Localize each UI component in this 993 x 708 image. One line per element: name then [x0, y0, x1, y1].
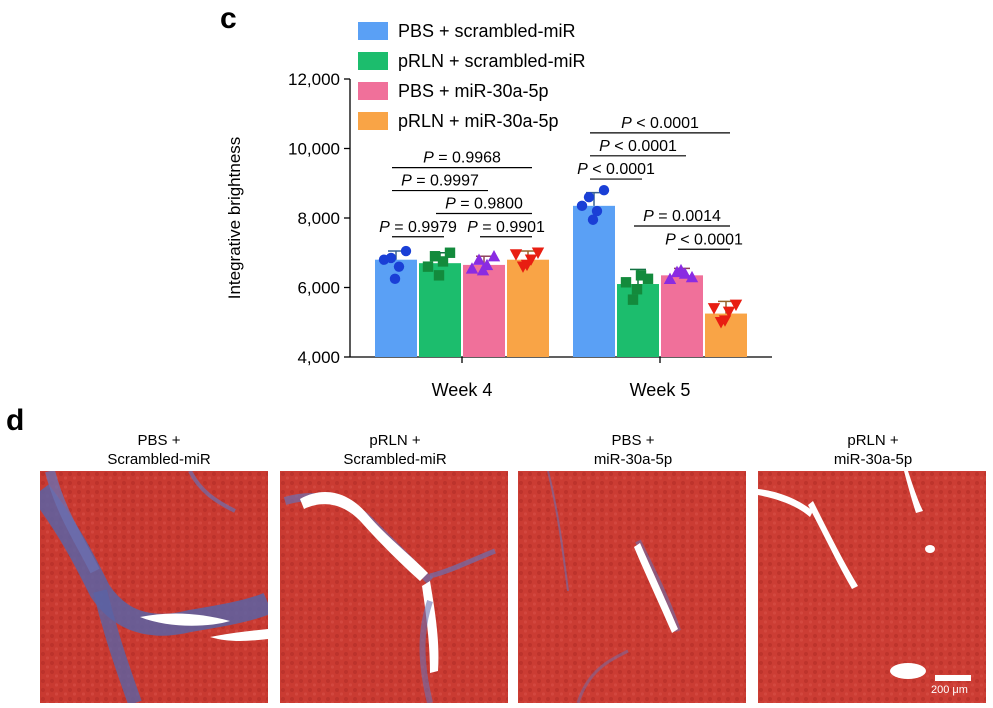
- data-point: [509, 249, 523, 261]
- bar: [661, 275, 703, 357]
- legend-label: pRLN + miR-30a-5p: [398, 111, 559, 131]
- significance-label: P < 0.0001: [665, 231, 743, 248]
- data-point: [598, 185, 610, 196]
- data-point: [531, 247, 545, 259]
- significance-label: P < 0.0001: [621, 115, 699, 132]
- micrograph-caption-2: pRLN + Scrambled-miR: [280, 431, 510, 469]
- data-point: [393, 261, 405, 272]
- bar: [573, 205, 615, 357]
- micrograph-prln-scrambled: [280, 471, 508, 703]
- data-point: [476, 263, 490, 276]
- legend-label: PBS + miR-30a-5p: [398, 81, 549, 101]
- data-point: [465, 262, 479, 274]
- micrograph-caption-4: pRLN + miR-30a-5p: [758, 431, 988, 469]
- data-point: [444, 247, 456, 258]
- y-axis-label: Integrative brightness: [225, 137, 244, 300]
- data-point: [487, 250, 501, 262]
- data-point: [583, 191, 595, 203]
- legend-label: pRLN + scrambled-miR: [398, 51, 586, 71]
- scale-bar-label: 200 μm: [931, 684, 968, 696]
- data-point: [576, 200, 588, 212]
- significance-label: P = 0.9968: [423, 150, 501, 167]
- data-point: [707, 303, 721, 315]
- caption-line: pRLN +: [369, 432, 421, 449]
- data-point: [729, 299, 743, 312]
- micrograph-prln-mir30a: [758, 471, 986, 703]
- data-point: [389, 273, 401, 285]
- data-point: [620, 277, 632, 288]
- caption-line: Scrambled-miR: [107, 451, 211, 468]
- y-tick-label: 4,000: [297, 348, 340, 367]
- micrograph-caption-3: PBS + miR-30a-5p: [518, 431, 748, 469]
- bar: [463, 264, 505, 357]
- panel-letter-d: d: [6, 404, 25, 437]
- caption-line: miR-30a-5p: [833, 451, 913, 468]
- data-point: [591, 205, 603, 217]
- data-point: [385, 252, 397, 264]
- bar: [507, 259, 549, 357]
- significance-label: P = 0.9997: [401, 173, 479, 190]
- caption-line: PBS +: [611, 432, 655, 449]
- significance-label: P < 0.0001: [577, 161, 655, 178]
- legend-label: PBS + scrambled-miR: [398, 21, 576, 41]
- micrograph-pbs-mir30a: [518, 471, 746, 703]
- caption-line: pRLN +: [847, 432, 899, 449]
- caption-line: PBS +: [137, 432, 181, 449]
- y-tick-label: 6,000: [297, 279, 340, 298]
- scale-bar: [935, 675, 971, 681]
- data-point: [663, 272, 677, 285]
- data-point: [627, 294, 639, 305]
- micrograph-pbs-scrambled: [40, 471, 268, 703]
- data-point: [587, 214, 599, 225]
- data-point: [433, 270, 445, 281]
- bar-chart: 4,000 6,000 8,000 10,000 12,000 Integrative b…: [225, 21, 772, 400]
- significance-label: P < 0.0001: [599, 138, 677, 155]
- legend-swatch: [358, 22, 388, 40]
- data-point: [422, 261, 434, 272]
- data-point: [472, 253, 486, 265]
- legend-swatch: [358, 52, 388, 70]
- y-tick-label: 10,000: [288, 140, 340, 159]
- data-point: [631, 284, 643, 295]
- y-tick-label: 12,000: [288, 70, 340, 89]
- data-point: [722, 306, 736, 319]
- data-point: [718, 315, 732, 327]
- legend-swatch: [358, 82, 388, 100]
- data-point: [400, 245, 412, 257]
- x-tick-label: Week 4: [432, 380, 493, 400]
- panel-letter-c: c: [220, 2, 237, 35]
- significance-label: P = 0.0014: [643, 208, 721, 225]
- significance-label: P = 0.9901: [467, 219, 545, 236]
- significance-label: P = 0.9800: [445, 195, 523, 212]
- x-tick-label: Week 5: [630, 380, 691, 400]
- micrograph-caption-1: PBS + Scrambled-miR: [44, 431, 274, 469]
- data-point: [642, 273, 654, 285]
- legend-swatch: [358, 112, 388, 130]
- data-point: [635, 270, 647, 281]
- significance-label: P = 0.9979: [379, 219, 457, 236]
- data-point: [685, 270, 699, 283]
- data-point: [674, 263, 688, 276]
- caption-line: miR-30a-5p: [593, 451, 673, 468]
- data-point: [429, 251, 441, 262]
- data-point: [520, 259, 534, 272]
- y-tick-label: 8,000: [297, 209, 340, 228]
- data-point: [437, 256, 449, 267]
- caption-line: Scrambled-miR: [343, 451, 447, 468]
